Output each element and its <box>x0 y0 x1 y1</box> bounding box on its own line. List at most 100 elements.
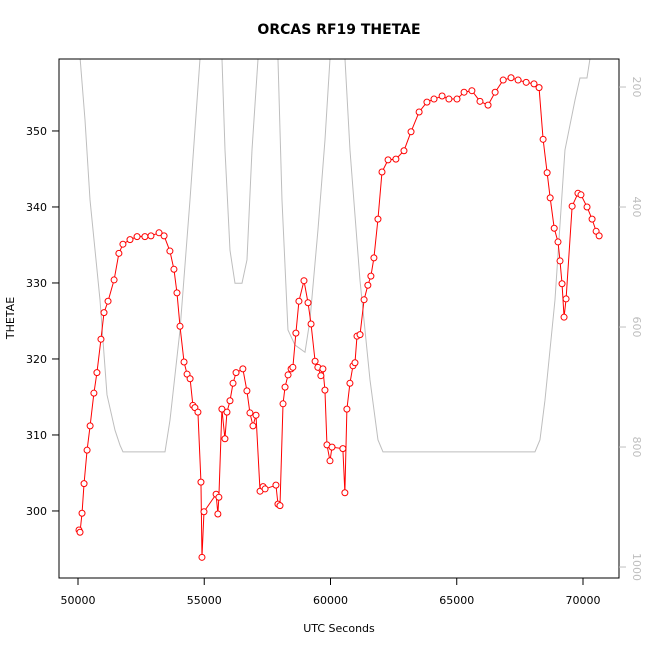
plot-area <box>75 59 603 561</box>
data-point <box>160 232 168 240</box>
data-point <box>558 280 566 288</box>
data-point <box>378 168 386 176</box>
data-point <box>276 502 284 510</box>
data-point <box>239 365 247 373</box>
data-point <box>281 383 289 391</box>
data-point <box>115 249 123 257</box>
data-point <box>319 365 327 373</box>
data-point <box>583 203 591 211</box>
x-axis-label: UTC Seconds <box>303 622 375 635</box>
data-point <box>76 528 84 536</box>
data-point <box>491 88 499 96</box>
data-point <box>173 289 181 297</box>
data-point <box>530 80 538 88</box>
data-point <box>133 233 141 241</box>
data-point <box>577 191 585 199</box>
data-point <box>300 277 308 285</box>
data-point <box>370 254 378 262</box>
data-point <box>289 363 297 371</box>
data-point <box>78 509 86 517</box>
data-point <box>343 405 351 413</box>
data-point <box>176 322 184 330</box>
data-point <box>141 233 149 241</box>
data-point <box>360 296 368 304</box>
data-point <box>550 224 558 232</box>
data-point <box>86 422 94 430</box>
data-point <box>304 299 312 307</box>
y2-tick-label: 200 <box>630 77 643 98</box>
data-point <box>243 387 251 395</box>
data-point <box>341 489 349 497</box>
data-point <box>97 335 105 343</box>
data-point <box>221 435 229 443</box>
y-tick-label: 310 <box>26 429 47 442</box>
x-tick-label: 70000 <box>565 594 600 607</box>
data-point <box>453 95 461 103</box>
data-point <box>415 108 423 116</box>
data-point <box>392 155 400 163</box>
data-point <box>261 485 269 493</box>
data-point <box>246 409 254 417</box>
data-point <box>215 493 223 501</box>
data-point <box>560 313 568 321</box>
data-point <box>180 358 188 366</box>
y-tick-label: 340 <box>26 201 47 214</box>
data-point <box>272 481 280 489</box>
data-point <box>367 272 375 280</box>
data-point <box>155 229 163 237</box>
data-point <box>90 389 98 397</box>
chart-title: ORCAS RF19 THETAE <box>257 22 420 38</box>
data-point <box>568 202 576 210</box>
data-point <box>110 276 118 284</box>
data-point <box>351 359 359 367</box>
data-point <box>279 400 287 408</box>
data-point <box>364 281 372 289</box>
data-point <box>356 331 364 339</box>
data-point <box>218 405 226 413</box>
data-point <box>223 408 231 416</box>
y-tick-label: 300 <box>26 505 47 518</box>
y-axis-label: THETAE <box>4 297 17 340</box>
data-point <box>535 84 543 92</box>
y-tick-label: 320 <box>26 353 47 366</box>
data-point <box>295 297 303 305</box>
data-point <box>126 236 134 244</box>
y2-tick-label: 400 <box>630 197 643 218</box>
data-point <box>83 446 91 454</box>
data-point <box>214 510 222 518</box>
x-tick-label: 60000 <box>313 594 348 607</box>
data-point <box>514 76 522 84</box>
data-point <box>346 379 354 387</box>
data-point <box>252 411 260 419</box>
data-point <box>407 128 415 136</box>
data-point <box>562 295 570 303</box>
data-point <box>292 329 300 337</box>
data-point <box>284 371 292 379</box>
data-point <box>468 87 476 95</box>
data-point <box>119 240 127 248</box>
data-point <box>423 98 431 106</box>
data-point <box>311 357 319 365</box>
y-tick-label: 350 <box>26 125 47 138</box>
data-point <box>499 76 507 84</box>
data-point <box>186 375 194 383</box>
data-point <box>200 508 208 516</box>
y2-tick-label: 800 <box>630 437 643 458</box>
y-tick-label: 330 <box>26 277 47 290</box>
data-point <box>229 379 237 387</box>
data-point <box>384 156 392 164</box>
data-point <box>445 95 453 103</box>
data-point <box>93 369 101 377</box>
data-point <box>430 95 438 103</box>
data-point <box>546 194 554 202</box>
data-point <box>374 215 382 223</box>
data-point <box>539 135 547 143</box>
data-point <box>476 97 484 105</box>
data-point <box>307 320 315 328</box>
pressure-line <box>79 59 591 453</box>
data-point <box>507 74 515 82</box>
data-point <box>197 478 205 486</box>
data-point <box>166 247 174 255</box>
data-point <box>321 386 329 394</box>
